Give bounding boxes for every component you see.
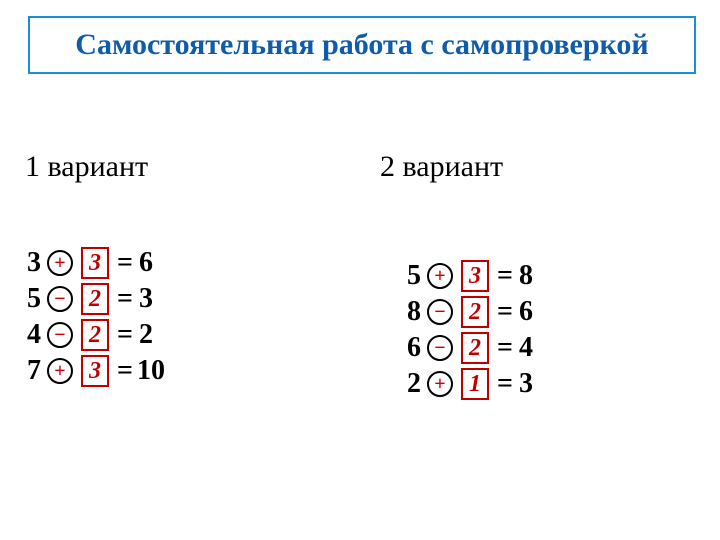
variant-2-label: 2 вариант [380, 150, 503, 184]
variant-2-equations: 5 + 3 = 8 8 − 2 = 6 6 − 2 = 4 2 + 1 = 3 [405, 258, 535, 402]
answer-box: 2 [461, 332, 489, 364]
operand-left: 2 [405, 368, 423, 400]
equation-row: 7 + 3 = 10 [25, 353, 165, 389]
plus-icon: + [427, 263, 453, 289]
result: 10 [137, 355, 165, 387]
page-title: Самостоятельная работа с самопроверкой [28, 16, 696, 74]
answer-box: 2 [81, 319, 109, 351]
answer-box: 3 [81, 355, 109, 387]
answer-box: 3 [81, 247, 109, 279]
variant-1-label: 1 вариант [25, 150, 148, 184]
plus-icon: + [47, 358, 73, 384]
equals-sign: = [117, 247, 133, 279]
minus-icon: − [427, 335, 453, 361]
operand-left: 7 [25, 355, 43, 387]
minus-icon: − [47, 322, 73, 348]
operand-left: 6 [405, 332, 423, 364]
plus-icon: + [47, 250, 73, 276]
result: 6 [517, 296, 535, 328]
equation-row: 6 − 2 = 4 [405, 330, 535, 366]
operand-left: 4 [25, 319, 43, 351]
equation-row: 2 + 1 = 3 [405, 366, 535, 402]
operand-left: 5 [25, 283, 43, 315]
equals-sign: = [497, 296, 513, 328]
equation-row: 4 − 2 = 2 [25, 317, 165, 353]
worksheet-page: { "title": "Самостоятельная работа с сам… [0, 0, 720, 540]
equation-row: 5 + 3 = 8 [405, 258, 535, 294]
result: 3 [137, 283, 155, 315]
equals-sign: = [117, 355, 133, 387]
result: 8 [517, 260, 535, 292]
result: 6 [137, 247, 155, 279]
equation-row: 8 − 2 = 6 [405, 294, 535, 330]
answer-box: 2 [81, 283, 109, 315]
equals-sign: = [497, 260, 513, 292]
answer-box: 3 [461, 260, 489, 292]
operand-left: 5 [405, 260, 423, 292]
equation-row: 3 + 3 = 6 [25, 245, 165, 281]
result: 2 [137, 319, 155, 351]
equals-sign: = [117, 283, 133, 315]
equation-row: 5 − 2 = 3 [25, 281, 165, 317]
plus-icon: + [427, 371, 453, 397]
equals-sign: = [117, 319, 133, 351]
result: 4 [517, 332, 535, 364]
variant-1-equations: 3 + 3 = 6 5 − 2 = 3 4 − 2 = 2 7 + 3 = 10 [25, 245, 165, 389]
answer-box: 1 [461, 368, 489, 400]
minus-icon: − [427, 299, 453, 325]
operand-left: 3 [25, 247, 43, 279]
result: 3 [517, 368, 535, 400]
minus-icon: − [47, 286, 73, 312]
operand-left: 8 [405, 296, 423, 328]
equals-sign: = [497, 332, 513, 364]
answer-box: 2 [461, 296, 489, 328]
equals-sign: = [497, 368, 513, 400]
